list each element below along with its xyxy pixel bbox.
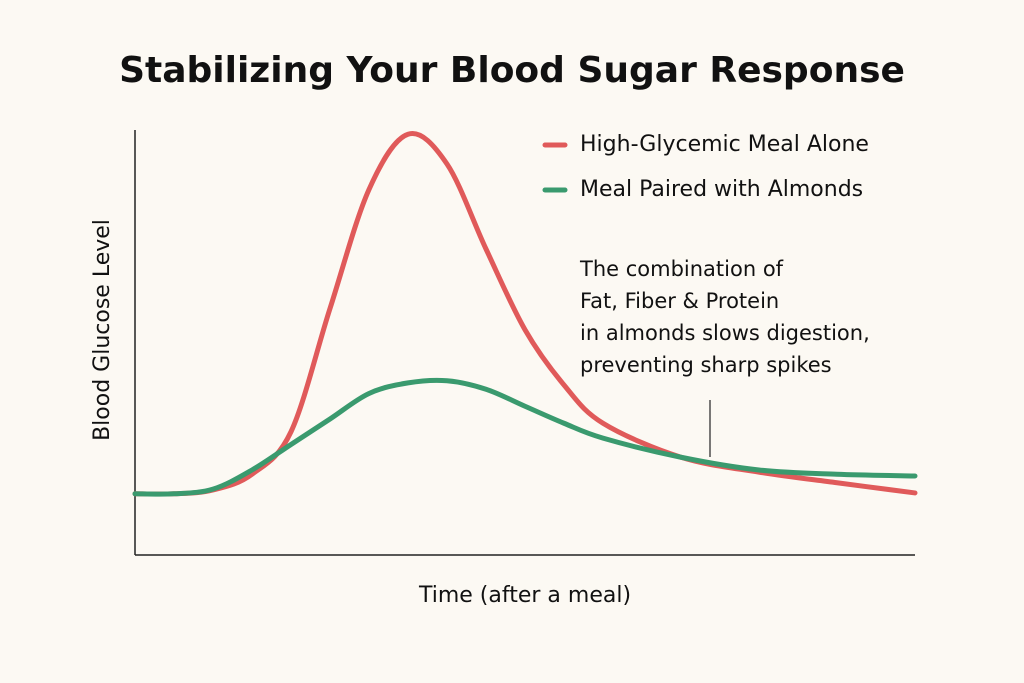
- annotation-line: Fat, Fiber & Protein: [580, 289, 779, 313]
- legend-label: High-Glycemic Meal Alone: [580, 132, 869, 157]
- chart-title: Stabilizing Your Blood Sugar Response: [119, 50, 905, 91]
- legend-label: Meal Paired with Almonds: [580, 177, 863, 202]
- annotation-line: The combination of: [579, 257, 784, 281]
- annotation-line: preventing sharp spikes: [580, 353, 832, 377]
- series-line: [132, 377, 918, 497]
- x-axis-label: Time (after a meal): [418, 583, 631, 608]
- y-axis-label: Blood Glucose Level: [90, 219, 115, 441]
- annotation-line: in almonds slows digestion,: [580, 321, 870, 345]
